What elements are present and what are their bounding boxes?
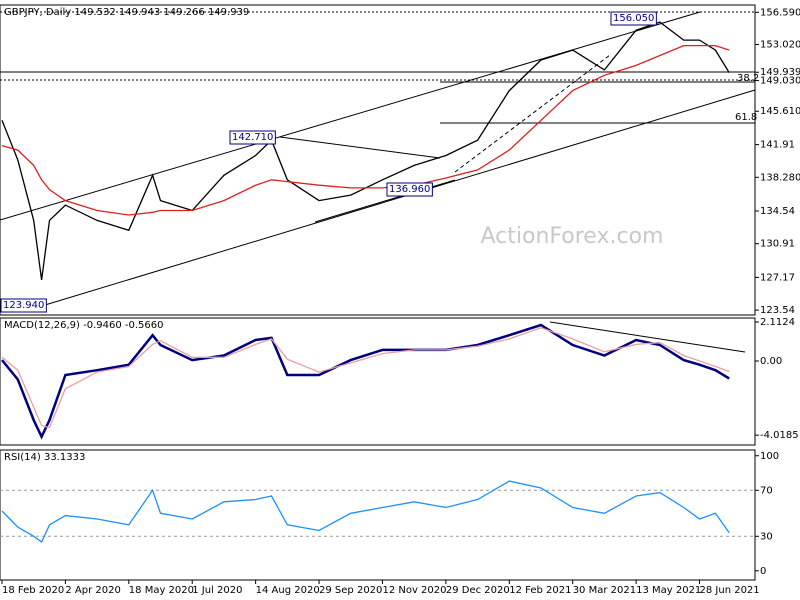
annotation: 38.2 xyxy=(737,73,759,84)
panel-title: MACD(12,26,9) -0.9460 -0.5660 xyxy=(4,320,164,331)
series-line xyxy=(1,44,730,216)
annotation-box xyxy=(0,298,47,313)
y-tick-label: 123.54 xyxy=(760,305,795,316)
y-tick-label: 138.280 xyxy=(760,172,800,183)
y-tick-label: 100 xyxy=(760,451,779,462)
macd-divergence xyxy=(549,321,746,353)
panel-frame xyxy=(0,4,756,316)
channel-lower xyxy=(44,89,756,306)
x-tick-label: 28 Jun 2021 xyxy=(700,585,760,596)
series-line xyxy=(1,480,730,543)
y-tick-label: 149.939 xyxy=(760,67,800,78)
annotation: 142.710 xyxy=(232,132,273,143)
y-tick-label: 141.91 xyxy=(760,140,795,151)
series-line xyxy=(1,327,730,429)
annotation: 136.960 xyxy=(389,184,430,195)
annotation-box xyxy=(610,11,657,26)
series-line xyxy=(1,21,730,280)
y-tick-label: 149.030 xyxy=(760,75,800,86)
annotation: 61.8 xyxy=(735,112,757,123)
annotation-box xyxy=(386,182,433,197)
panel-title: RSI(14) 33.1333 xyxy=(4,452,85,463)
x-tick-label: 29 Sep 2020 xyxy=(319,585,382,596)
y-tick-label: 156.590 xyxy=(760,7,800,18)
series-line xyxy=(1,323,730,440)
trend-dashed xyxy=(454,54,611,173)
x-tick-label: 13 May 2021 xyxy=(636,585,701,596)
y-tick-label: 153.020 xyxy=(760,39,800,50)
y-tick-label: 0.00 xyxy=(760,356,782,367)
y-tick-label: 70 xyxy=(760,485,773,496)
x-tick-label: 14 Aug 2020 xyxy=(256,585,320,596)
triangle-upper xyxy=(279,136,441,159)
x-tick-label: 12 Feb 2021 xyxy=(509,585,571,596)
y-tick-label: 30 xyxy=(760,531,773,542)
y-tick-label: 130.91 xyxy=(760,239,795,250)
y-tick-label: 127.17 xyxy=(760,272,795,283)
x-tick-label: 18 Feb 2020 xyxy=(2,585,64,596)
channel-upper xyxy=(0,11,701,221)
x-tick-label: 29 Dec 2020 xyxy=(446,585,510,596)
x-tick-label: 12 Nov 2020 xyxy=(382,585,446,596)
watermark: ActionForex.com xyxy=(481,224,664,249)
annotation: 123.940 xyxy=(3,300,44,311)
y-tick-label: 0 xyxy=(760,566,766,577)
annotation: 156.050 xyxy=(613,13,654,24)
x-tick-label: 1 Jul 2020 xyxy=(192,585,242,596)
x-tick-label: 18 May 2020 xyxy=(129,585,194,596)
panel-title: GBPJPY, Daily 149.532 149.943 149.266 14… xyxy=(4,7,249,18)
y-tick-label: 2.1124 xyxy=(760,317,795,328)
annotation-box xyxy=(229,130,276,145)
x-tick-label: 30 Mar 2021 xyxy=(573,585,636,596)
y-tick-label: 145.610 xyxy=(760,106,800,117)
y-tick-label: 134.54 xyxy=(760,206,795,217)
panel-frame xyxy=(0,317,756,446)
panel-frame xyxy=(0,449,756,581)
x-tick-label: 2 Apr 2020 xyxy=(65,585,120,596)
y-tick-label: -4.0185 xyxy=(760,430,799,441)
